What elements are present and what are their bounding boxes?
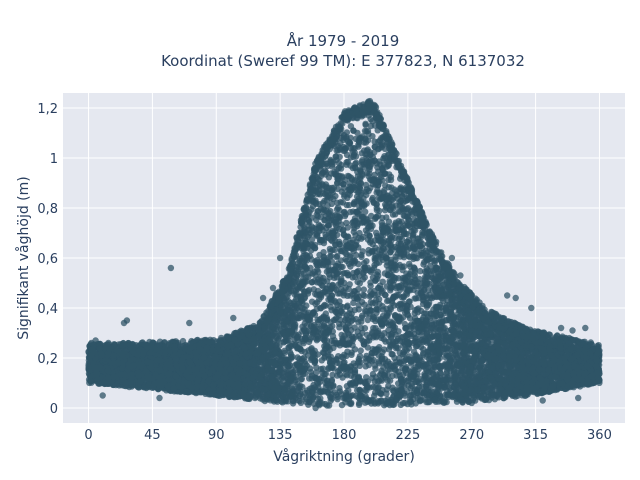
- scatter-point: [344, 224, 351, 231]
- scatter-point: [399, 266, 406, 274]
- scatter-point: [318, 357, 325, 364]
- scatter-point: [329, 371, 336, 379]
- chart-subtitle: Koordinat (Sweref 99 TM): E 377823, N 61…: [161, 52, 525, 70]
- chart-title: År 1979 - 2019: [287, 31, 400, 50]
- scatter-point: [360, 286, 367, 293]
- scatter-point: [367, 282, 374, 290]
- scatter-point: [350, 299, 357, 307]
- data-points: [85, 97, 603, 412]
- scatter-point: [337, 199, 344, 206]
- scatter-point: [355, 286, 362, 293]
- scatter-point: [338, 401, 346, 409]
- scatter-point: [357, 347, 364, 354]
- scatter-point: [423, 398, 430, 406]
